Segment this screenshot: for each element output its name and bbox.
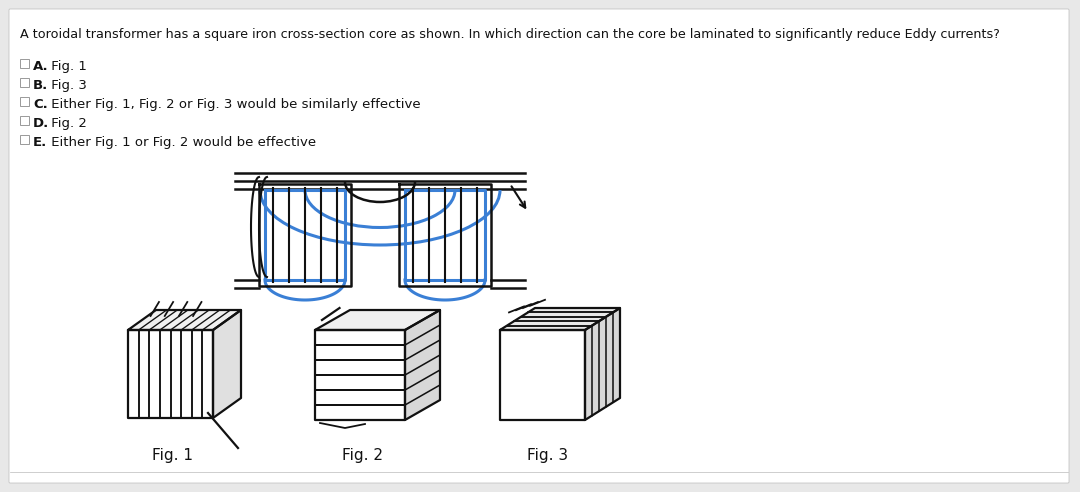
- Text: Fig. 1: Fig. 1: [152, 448, 193, 463]
- Text: A.: A.: [33, 60, 49, 73]
- Polygon shape: [129, 330, 213, 418]
- Polygon shape: [129, 310, 241, 330]
- Text: Fig. 2: Fig. 2: [46, 117, 86, 130]
- Text: Fig. 2: Fig. 2: [342, 448, 383, 463]
- Text: Fig. 3: Fig. 3: [46, 79, 86, 92]
- Polygon shape: [405, 310, 440, 420]
- Polygon shape: [213, 310, 241, 418]
- Polygon shape: [585, 308, 620, 420]
- Bar: [21, 97, 29, 106]
- Bar: [21, 135, 29, 144]
- Bar: [21, 78, 29, 87]
- Text: D.: D.: [33, 117, 50, 130]
- Text: Fig. 3: Fig. 3: [527, 448, 568, 463]
- Bar: [21, 116, 29, 125]
- Polygon shape: [315, 310, 440, 330]
- Text: B.: B.: [33, 79, 49, 92]
- Text: Either Fig. 1, Fig. 2 or Fig. 3 would be similarly effective: Either Fig. 1, Fig. 2 or Fig. 3 would be…: [46, 98, 420, 111]
- Text: A toroidal transformer has a square iron cross-section core as shown. In which d: A toroidal transformer has a square iron…: [21, 28, 1000, 41]
- Text: E.: E.: [33, 136, 48, 149]
- Polygon shape: [315, 330, 405, 420]
- Polygon shape: [500, 308, 620, 330]
- FancyBboxPatch shape: [9, 9, 1069, 483]
- Text: C.: C.: [33, 98, 48, 111]
- Text: Either Fig. 1 or Fig. 2 would be effective: Either Fig. 1 or Fig. 2 would be effecti…: [46, 136, 315, 149]
- Text: Fig. 1: Fig. 1: [46, 60, 86, 73]
- Bar: [21, 59, 29, 68]
- Polygon shape: [500, 330, 585, 420]
